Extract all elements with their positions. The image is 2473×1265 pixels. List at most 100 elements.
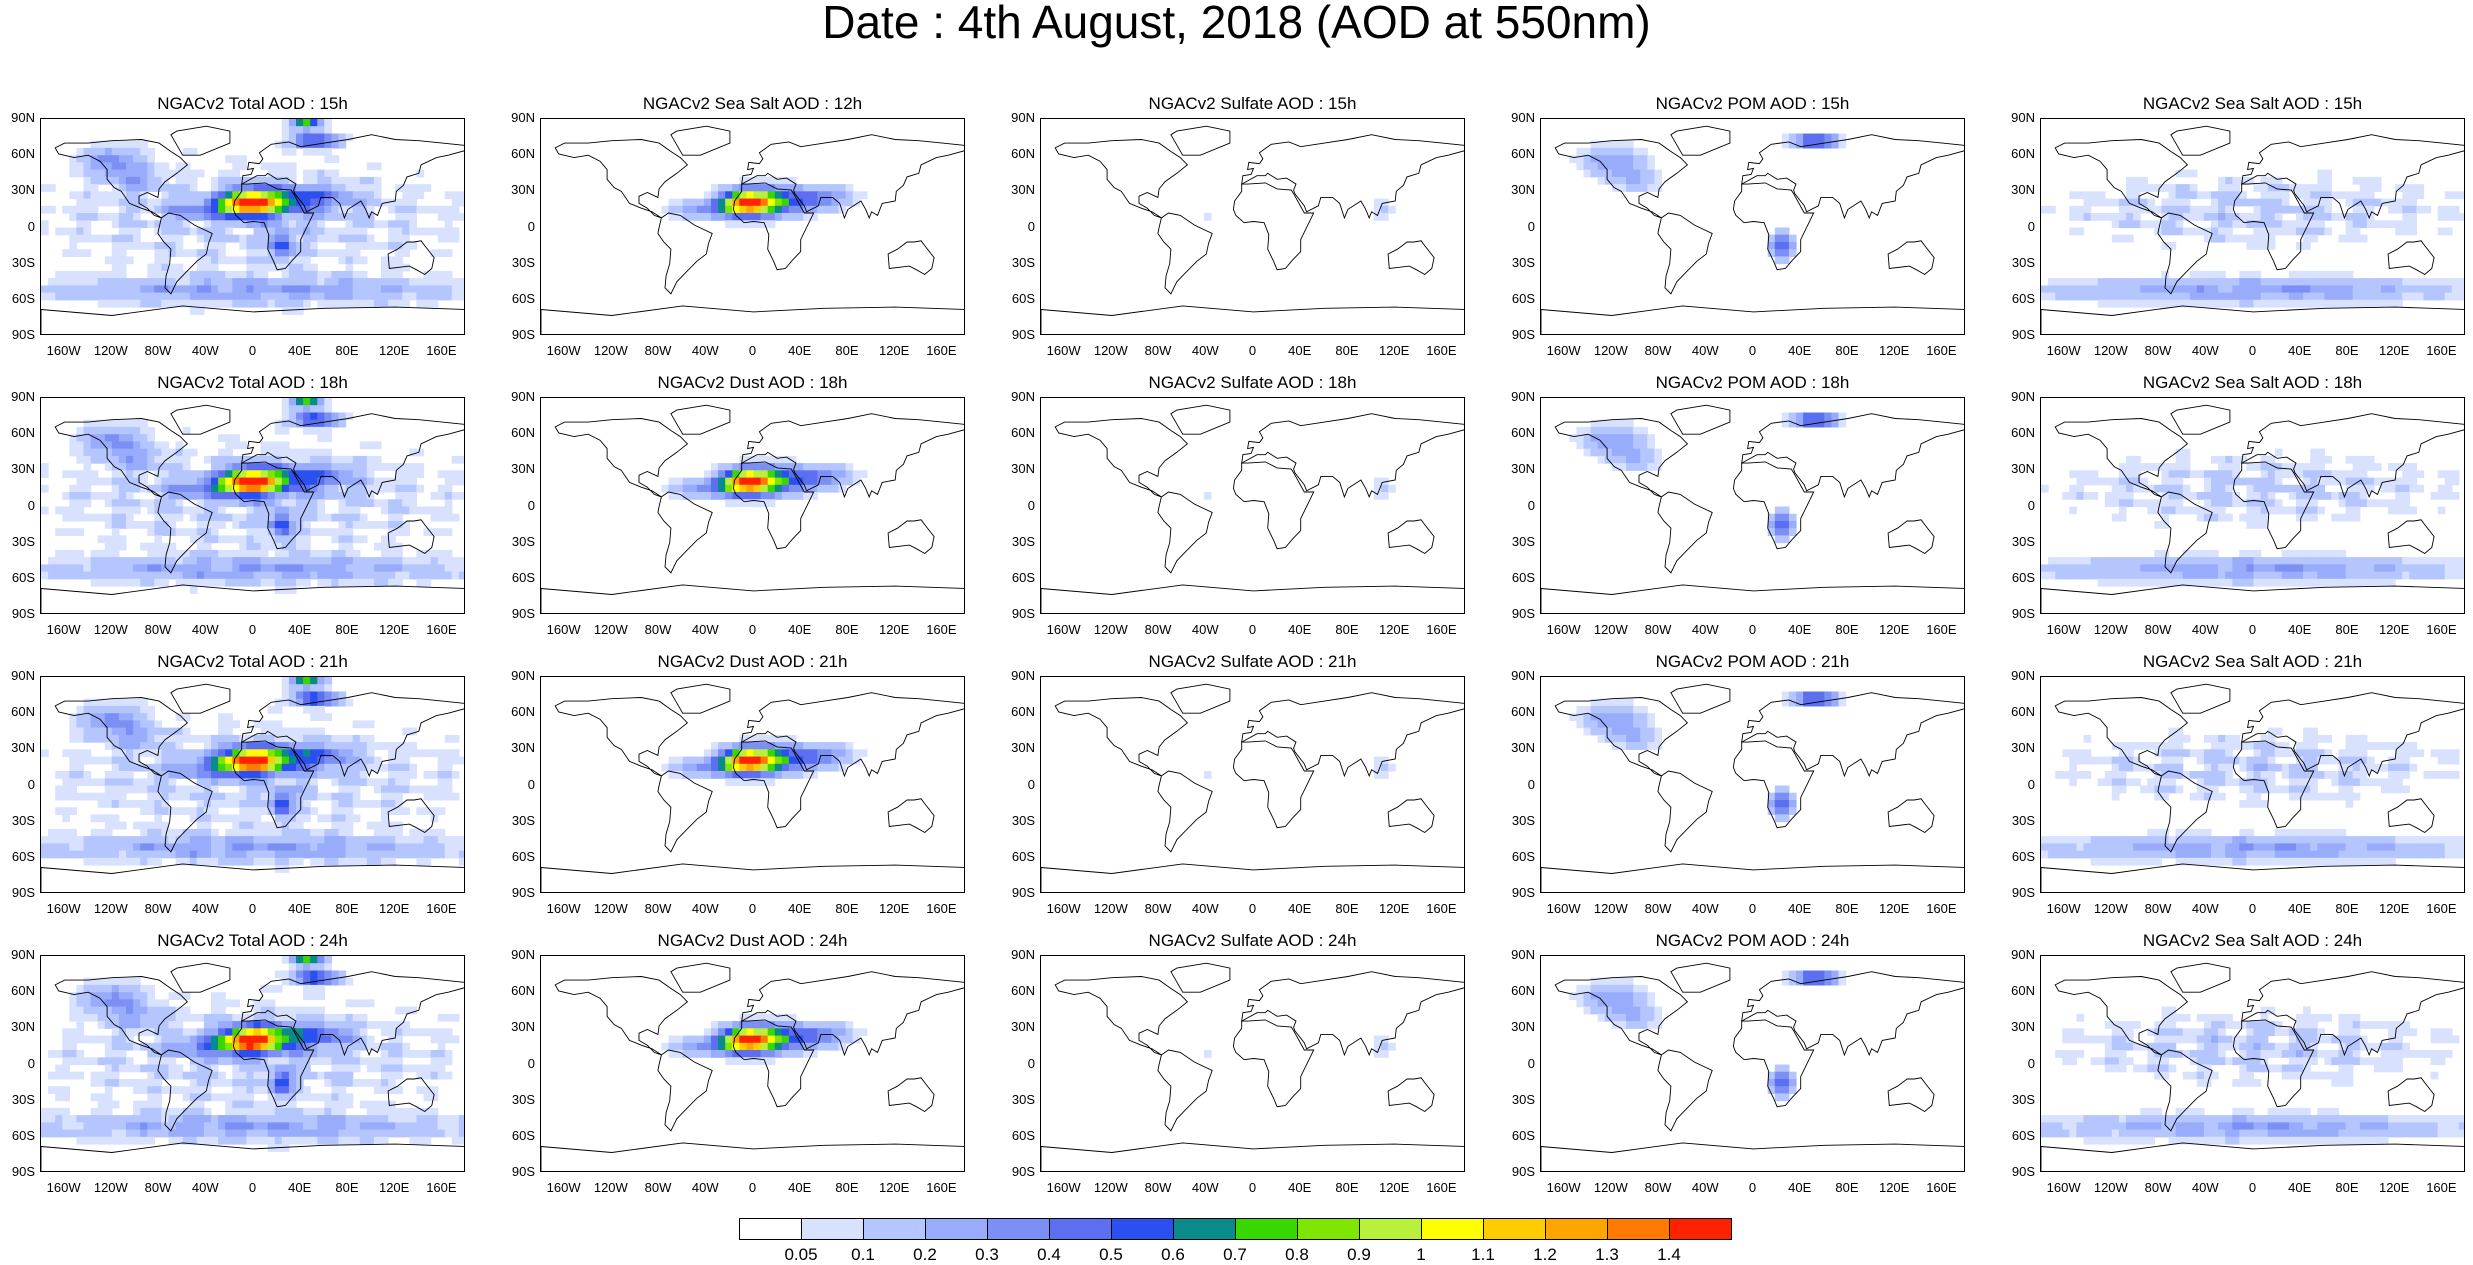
panel-title: NGACv2 Sulfate AOD : 24h [1040, 931, 1465, 951]
aod-map [1540, 676, 1965, 893]
longitude-tick-label: 80E [824, 1181, 870, 1195]
longitude-tick-label: 160W [1041, 344, 1087, 358]
coastline [2041, 306, 2465, 335]
panel-title: NGACv2 Total AOD : 15h [40, 94, 465, 114]
longitude-tick-label: 40E [277, 902, 323, 916]
longitude-tick-label: 160E [2418, 1181, 2464, 1195]
longitude-tick-label: 80W [2135, 1181, 2181, 1195]
latitude-tick-label: 60N [1005, 426, 1035, 440]
latitude-tick-label: 60S [1005, 571, 1035, 585]
latitude-tick-label: 30S [2005, 814, 2035, 828]
colorbar-level-label: 0.1 [838, 1245, 888, 1265]
coastline [1242, 414, 1465, 497]
longitude-tick-label: 80E [2324, 344, 2370, 358]
panel-title: NGACv2 Sea Salt AOD : 21h [2040, 652, 2465, 672]
longitude-tick-label: 120W [88, 344, 134, 358]
panel-title: NGACv2 POM AOD : 15h [1540, 94, 1965, 114]
longitude-tick-label: 80E [1324, 344, 1370, 358]
latitude-tick-label: 90S [505, 607, 535, 621]
longitude-tick-label: 40W [2182, 1181, 2228, 1195]
latitude-tick-label: 30S [5, 535, 35, 549]
longitude-tick-label: 160W [541, 623, 587, 637]
latitude-tick-label: 60S [5, 571, 35, 585]
longitude-tick-label: 120E [1371, 1181, 1417, 1195]
aod-field [41, 119, 465, 335]
longitude-tick-label: 160E [1918, 344, 1964, 358]
longitude-tick-label: 40E [777, 344, 823, 358]
longitude-tick-label: 0 [230, 344, 276, 358]
longitude-tick-label: 80W [135, 902, 181, 916]
latitude-tick-label: 0 [505, 778, 535, 792]
longitude-tick-label: 160W [2041, 344, 2087, 358]
latitude-tick-label: 30N [1005, 1020, 1035, 1034]
longitude-tick-label: 0 [1730, 344, 1776, 358]
latitude-tick-label: 0 [505, 499, 535, 513]
panel-title: NGACv2 POM AOD : 21h [1540, 652, 1965, 672]
longitude-tick-label: 120W [1088, 1181, 1134, 1195]
coastline [671, 684, 730, 713]
longitude-tick-label: 40E [777, 623, 823, 637]
aod-map [540, 118, 965, 335]
latitude-tick-label: 30S [1505, 1093, 1535, 1107]
colorbar-level-label: 1.2 [1520, 1245, 1570, 1265]
colorbar-level-label: 1.1 [1458, 1245, 1508, 1265]
longitude-tick-label: 0 [230, 902, 276, 916]
coastline [2171, 963, 2230, 992]
latitude-tick-label: 30N [1505, 1020, 1535, 1034]
longitude-tick-label: 160E [418, 344, 464, 358]
latitude-tick-label: 90S [5, 886, 35, 900]
longitude-tick-label: 40E [2277, 1181, 2323, 1195]
coastline [1158, 771, 1212, 852]
colorbar-level-label: 0.9 [1334, 1245, 1384, 1265]
longitude-tick-label: 80E [1324, 1181, 1370, 1195]
longitude-tick-label: 40E [2277, 902, 2323, 916]
aod-field [541, 677, 965, 893]
latitude-tick-label: 90S [5, 607, 35, 621]
longitude-tick-label: 40W [1182, 902, 1228, 916]
longitude-tick-label: 0 [230, 1181, 276, 1195]
coastline [1233, 1020, 1313, 1107]
coastline [2388, 241, 2434, 275]
latitude-tick-label: 90N [505, 390, 535, 404]
coastline [1388, 799, 1434, 833]
longitude-tick-label: 160W [1041, 1181, 1087, 1195]
longitude-tick-label: 120E [1871, 344, 1917, 358]
coastline [671, 405, 730, 434]
longitude-tick-label: 40W [182, 1181, 228, 1195]
aod-map [540, 397, 965, 614]
latitude-tick-label: 0 [1005, 499, 1035, 513]
figure-title: Date : 4th August, 2018 (AOD at 550nm) [0, 0, 2473, 44]
latitude-tick-label: 60S [2005, 1129, 2035, 1143]
longitude-tick-label: 160W [1541, 344, 1587, 358]
longitude-tick-label: 120W [588, 623, 634, 637]
longitude-tick-label: 80E [824, 902, 870, 916]
longitude-tick-label: 40E [777, 902, 823, 916]
longitude-tick-label: 120E [1871, 902, 1917, 916]
aod-field [2041, 677, 2465, 893]
latitude-tick-label: 30S [1505, 814, 1535, 828]
longitude-tick-label: 80W [635, 623, 681, 637]
longitude-tick-label: 160W [2041, 623, 2087, 637]
latitude-tick-label: 30S [2005, 535, 2035, 549]
coastline [1671, 126, 1730, 155]
coastline [1671, 405, 1730, 434]
colorbar-level-label: 1 [1396, 1245, 1446, 1265]
latitude-tick-label: 60N [5, 705, 35, 719]
coastline [41, 306, 465, 335]
longitude-tick-label: 40W [682, 623, 728, 637]
latitude-tick-label: 90N [1005, 390, 1035, 404]
longitude-tick-label: 0 [730, 623, 776, 637]
longitude-tick-label: 120E [371, 623, 417, 637]
colorbar-swatch [1111, 1218, 1174, 1240]
aod-map [40, 676, 465, 893]
colorbar-swatch [1235, 1218, 1298, 1240]
aod-field [1041, 956, 1465, 1172]
latitude-tick-label: 30N [2005, 462, 2035, 476]
longitude-tick-label: 120W [1588, 344, 1634, 358]
coastline [671, 963, 730, 992]
latitude-tick-label: 90S [5, 328, 35, 342]
coastline [1055, 419, 1187, 497]
aod-map [40, 118, 465, 335]
coastline [1242, 135, 1465, 218]
longitude-tick-label: 120E [371, 344, 417, 358]
